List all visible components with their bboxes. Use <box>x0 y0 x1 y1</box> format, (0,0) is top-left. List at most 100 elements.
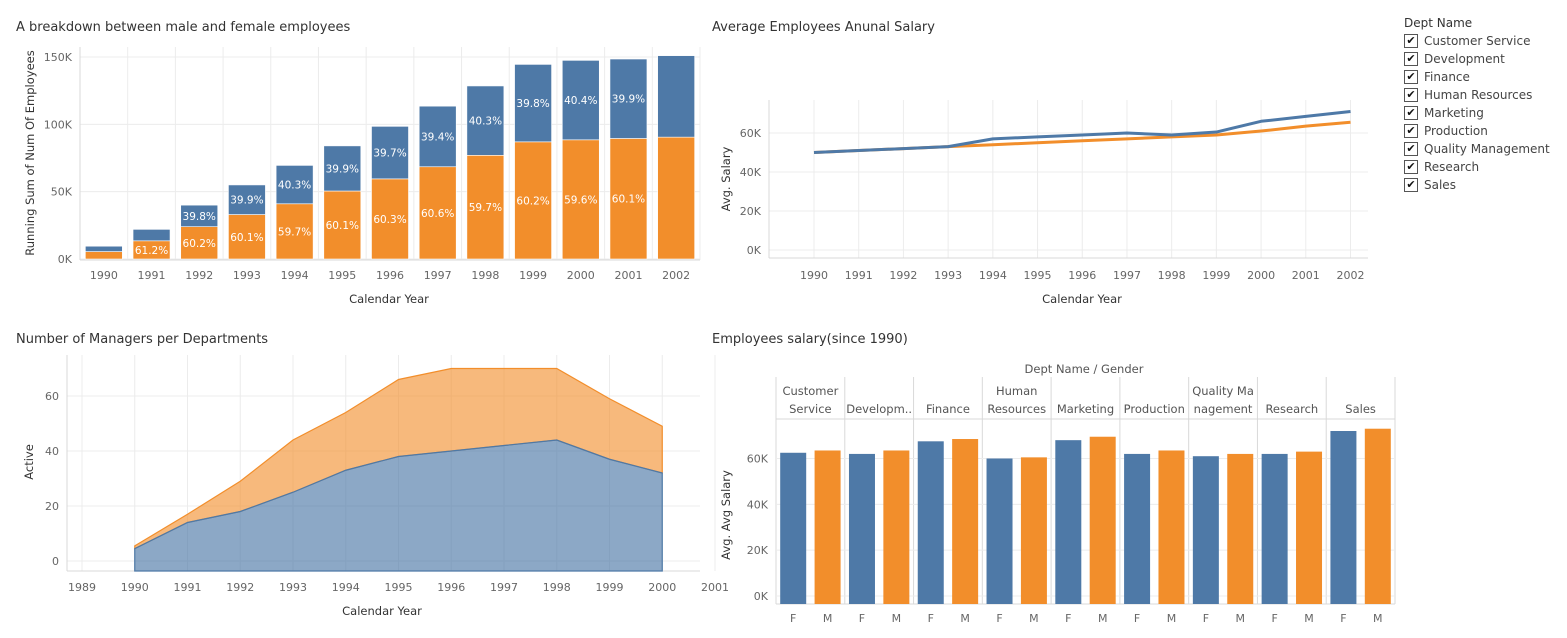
bar-data-label: 60.3% <box>373 214 406 226</box>
x-tick-label: 1991 <box>845 269 873 282</box>
bar-female <box>848 453 875 604</box>
legend-item-label: Production <box>1424 124 1488 138</box>
bar-female <box>780 452 807 604</box>
x-tick-label: F <box>1340 612 1346 625</box>
x-tick-label: 1992 <box>226 581 254 594</box>
x-tick-label: M <box>960 612 970 625</box>
x-tick-label: 1990 <box>121 581 149 594</box>
bar-male <box>1364 428 1391 604</box>
x-tick-label: M <box>1098 612 1108 625</box>
y-tick-label: 40K <box>747 498 769 511</box>
bar-data-label: 59.7% <box>278 226 311 238</box>
x-tick-label: 1995 <box>328 269 356 282</box>
y-tick-label: 40 <box>45 445 59 458</box>
bar-male <box>275 203 314 260</box>
x-tick-label: 1996 <box>437 581 465 594</box>
legend-item-label: Customer Service <box>1424 34 1531 48</box>
bar-female <box>609 58 648 139</box>
x-tick-label: M <box>1373 612 1383 625</box>
facet-label: Service <box>789 402 832 416</box>
facet-label: Developm.. <box>846 402 912 416</box>
legend-item-development[interactable]: ✔ Development <box>1404 50 1564 68</box>
bar-male <box>514 141 552 260</box>
checkbox-icon[interactable]: ✔ <box>1404 88 1418 102</box>
bar-female <box>228 184 266 215</box>
bar-female <box>1330 431 1357 604</box>
checkbox-icon[interactable]: ✔ <box>1404 70 1418 84</box>
x-tick-label: 1999 <box>596 581 624 594</box>
bar-male <box>657 136 695 260</box>
x-tick-label: F <box>1271 612 1277 625</box>
x-tick-label: 2002 <box>1337 269 1365 282</box>
x-tick-label: F <box>1203 612 1209 625</box>
panel-title-gender: A breakdown between male and female empl… <box>16 20 351 35</box>
line-series-female <box>813 110 1351 154</box>
bar-female <box>1261 453 1288 604</box>
y-tick-label: 60 <box>45 390 59 403</box>
x-tick-label: F <box>790 612 796 625</box>
x-tick-label: F <box>1065 612 1071 625</box>
y-tick-label: 60K <box>740 127 762 140</box>
legend-item-marketing[interactable]: ✔ Marketing <box>1404 104 1564 122</box>
legend-item-research[interactable]: ✔ Research <box>1404 158 1564 176</box>
x-axis-title: Calendar Year <box>342 604 422 618</box>
x-tick-label: 1998 <box>543 581 571 594</box>
bar-male <box>85 251 123 260</box>
bar-female <box>1055 440 1082 604</box>
x-tick-label: F <box>1134 612 1140 625</box>
facet-label: Research <box>1265 402 1318 416</box>
checkbox-icon[interactable]: ✔ <box>1404 160 1418 174</box>
facet-label: Marketing <box>1057 402 1114 416</box>
x-tick-label: 1997 <box>490 581 518 594</box>
legend-item-label: Human Resources <box>1424 88 1533 102</box>
bar-female <box>1124 453 1151 604</box>
y-tick-label: 0K <box>58 253 73 266</box>
x-tick-label: 1996 <box>376 269 404 282</box>
x-tick-label: 1994 <box>332 581 360 594</box>
bar-female <box>466 85 505 156</box>
bar-data-label: 40.3% <box>469 116 502 128</box>
y-tick-label: 60K <box>747 453 769 466</box>
x-tick-label: 1998 <box>471 269 499 282</box>
checkbox-icon[interactable]: ✔ <box>1404 52 1418 66</box>
bar-data-label: 61.2% <box>135 245 168 257</box>
x-tick-label: M <box>1304 612 1314 625</box>
x-tick-label: 1992 <box>889 269 917 282</box>
y-tick-label: 20K <box>747 544 769 557</box>
bar-data-label: 39.7% <box>373 148 406 160</box>
facet-label: Resources <box>987 402 1046 416</box>
x-tick-label: 1997 <box>1113 269 1141 282</box>
x-tick-label: 1997 <box>424 269 452 282</box>
x-tick-label: F <box>996 612 1002 625</box>
legend-item-label: Development <box>1424 52 1505 66</box>
x-axis-title: Calendar Year <box>1042 292 1122 306</box>
checkbox-icon[interactable]: ✔ <box>1404 124 1418 138</box>
checkbox-icon[interactable]: ✔ <box>1404 142 1418 156</box>
legend-item-finance[interactable]: ✔ Finance <box>1404 68 1564 86</box>
legend-item-quality-management[interactable]: ✔ Quality Management <box>1404 140 1564 158</box>
y-tick-label: 100K <box>44 118 73 131</box>
bar-male <box>371 178 409 260</box>
checkbox-icon[interactable]: ✔ <box>1404 106 1418 120</box>
bar-male <box>1227 453 1254 604</box>
x-tick-label: 2000 <box>1247 269 1275 282</box>
legend-item-human-resources[interactable]: ✔ Human Resources <box>1404 86 1564 104</box>
x-tick-label: 1995 <box>385 581 413 594</box>
x-tick-label: M <box>823 612 833 625</box>
bar-male <box>1089 436 1116 604</box>
bar-data-label: 39.9% <box>230 195 263 207</box>
legend-item-sales[interactable]: ✔ Sales <box>1404 176 1564 194</box>
bar-male <box>323 190 362 260</box>
legend-item-production[interactable]: ✔ Production <box>1404 122 1564 140</box>
y-axis-title: Active <box>22 444 36 480</box>
checkbox-icon[interactable]: ✔ <box>1404 178 1418 192</box>
bar-female <box>657 55 695 138</box>
bar-male <box>1020 457 1047 604</box>
bar-female <box>323 145 362 192</box>
bar-male <box>952 439 979 604</box>
dept-filter-legend: Dept Name ✔ Customer Service ✔ Development ✔… <box>1404 14 1564 194</box>
bar-female <box>85 245 123 252</box>
legend-item-label: Research <box>1424 160 1480 174</box>
checkbox-icon[interactable]: ✔ <box>1404 34 1418 48</box>
legend-item-customer-service[interactable]: ✔ Customer Service <box>1404 32 1564 50</box>
